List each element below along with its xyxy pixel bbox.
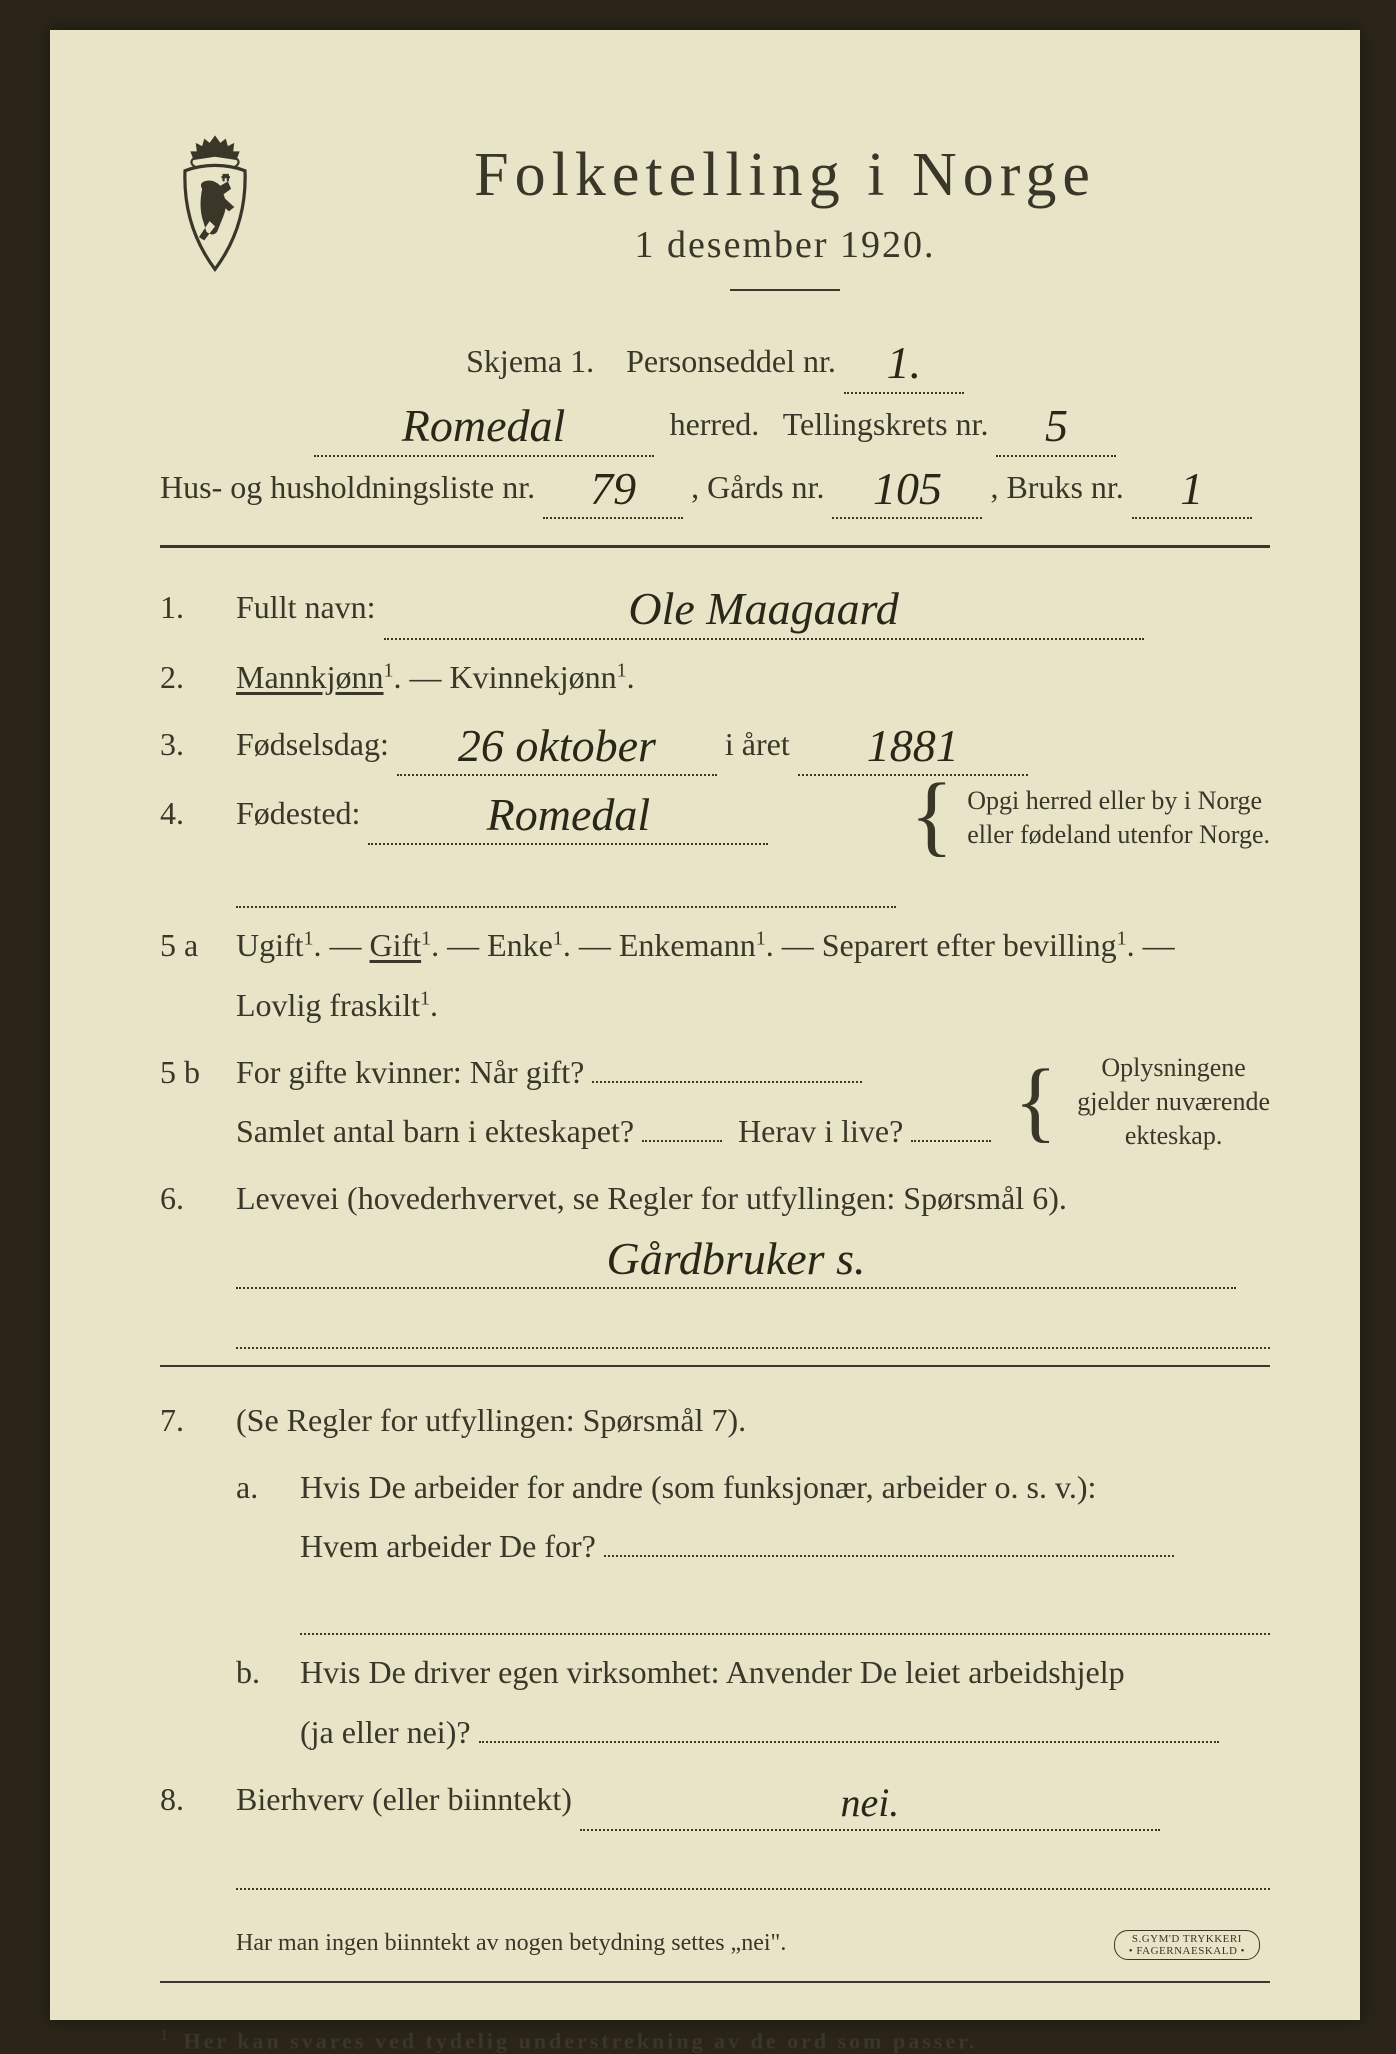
footnote-text: Her kan svares ved tydelig understreknin… xyxy=(184,2028,978,2053)
q8-num: 8. xyxy=(160,1781,212,1818)
title-divider xyxy=(730,289,840,291)
title-block: Folketelling i Norge 1 desember 1920. xyxy=(300,130,1270,321)
hus-label: Hus- og husholdningsliste nr. xyxy=(160,469,535,505)
section-divider-2 xyxy=(160,1981,1270,1983)
q8-label: Bierhverv (eller biinntekt) xyxy=(236,1781,572,1817)
q7b-num: b. xyxy=(236,1654,276,1691)
section-divider-1 xyxy=(160,1365,1270,1367)
q5a-enkemann: Enkemann xyxy=(619,927,756,963)
gards-nr: 105 xyxy=(873,466,942,512)
question-7a: a. Hvis De arbeider for andre (som funks… xyxy=(236,1458,1270,1636)
printer-stamp: S.GYM'D TRYKKERI • FAGERNAESKALD • xyxy=(1114,1930,1260,1960)
q2-num: 2. xyxy=(160,659,212,696)
q6-label: Levevei (hovederhvervet, se Regler for u… xyxy=(236,1180,1067,1216)
q7a-num: a. xyxy=(236,1469,276,1506)
q3-num: 3. xyxy=(160,726,212,763)
question-1: 1. Fullt navn: Ole Maagaard xyxy=(160,578,1270,639)
q3-year-label: i året xyxy=(725,726,790,762)
q5b-note: Oplysningene gjelder nuværende ekteskap. xyxy=(1077,1051,1270,1152)
herred-label: herred. xyxy=(670,406,760,442)
q6-num: 6. xyxy=(160,1180,212,1217)
main-title: Folketelling i Norge xyxy=(300,140,1270,211)
q7b-line2: (ja eller nei)? xyxy=(300,1714,471,1750)
q3-label: Fødselsdag: xyxy=(236,726,389,762)
q7b-line1: Hvis De driver egen virksomhet: Anvender… xyxy=(300,1654,1125,1690)
q1-label: Fullt navn: xyxy=(236,589,376,625)
q5a-enke: Enke xyxy=(487,927,553,963)
q3-day: 26 oktober xyxy=(458,723,656,769)
header: Folketelling i Norge 1 desember 1920. xyxy=(160,130,1270,321)
question-5b: 5 b For gifte kvinner: Når gift? Samlet … xyxy=(160,1043,1270,1161)
herred-name: Romedal xyxy=(402,403,566,449)
q7-intro: (Se Regler for utfyllingen: Spørsmål 7). xyxy=(236,1402,746,1438)
question-8: 8. Bierhverv (eller biinntekt) nei. xyxy=(160,1770,1270,1890)
tellingskrets-nr: 5 xyxy=(1045,403,1068,449)
q5a-ugift: Ugift xyxy=(236,927,304,963)
q2-mann: Mannkjønn xyxy=(236,659,384,695)
brace-icon: { xyxy=(1014,1070,1057,1133)
question-3: 3. Fødselsdag: 26 oktober i året 1881 xyxy=(160,715,1270,776)
q7-num: 7. xyxy=(160,1402,212,1439)
q5a-num: 5 a xyxy=(160,927,212,964)
census-date: 1 desember 1920. xyxy=(300,223,1270,267)
question-7: 7. (Se Regler for utfyllingen: Spørsmål … xyxy=(160,1391,1270,1450)
meta-line-3: Hus- og husholdningsliste nr. 79 , Gårds… xyxy=(160,457,1270,520)
meta-line-1: Skjema 1. Personseddel nr. 1. xyxy=(160,331,1270,394)
question-5a: 5 a Ugift1. — Gift1. — Enke1. — Enkemann… xyxy=(160,916,1270,1034)
question-2: 2. Mannkjønn1. — Kvinnekjønn1. xyxy=(160,648,1270,707)
tellingskrets-label: Tellingskrets nr. xyxy=(783,406,989,442)
q4-note: Opgi herred eller by i Norge eller fødel… xyxy=(967,784,1270,852)
q4-num: 4. xyxy=(160,795,212,832)
q5b-line2b: Herav i live? xyxy=(738,1113,903,1149)
gards-label: , Gårds nr. xyxy=(691,469,824,505)
schema-label: Skjema 1. xyxy=(466,343,594,379)
q5a-fraskilt: Lovlig fraskilt xyxy=(236,987,420,1023)
q3-year: 1881 xyxy=(867,723,959,769)
q6-value: Gårdbruker s. xyxy=(607,1236,866,1282)
bruks-label: , Bruks nr. xyxy=(990,469,1123,505)
census-form-page: Folketelling i Norge 1 desember 1920. Sk… xyxy=(50,30,1360,2020)
brace-icon: { xyxy=(910,784,953,847)
hus-nr: 79 xyxy=(590,466,636,512)
meta-line-2: Romedal herred. Tellingskrets nr. 5 xyxy=(160,394,1270,457)
personseddel-nr: 1. xyxy=(887,340,922,386)
q4-value: Romedal xyxy=(487,792,651,838)
q4-label: Fødested: xyxy=(236,795,360,831)
question-6: 6. Levevei (hovederhvervet, se Regler fo… xyxy=(160,1169,1270,1349)
q7a-line2: Hvem arbeider De for? xyxy=(300,1528,596,1564)
q5b-num: 5 b xyxy=(160,1054,212,1091)
q5a-separert: Separert efter bevilling xyxy=(822,927,1117,963)
q8-value: nei. xyxy=(840,1783,899,1823)
question-7b: b. Hvis De driver egen virksomhet: Anven… xyxy=(236,1643,1270,1761)
bruks-nr: 1 xyxy=(1180,466,1203,512)
main-divider xyxy=(160,545,1270,548)
q1-num: 1. xyxy=(160,589,212,626)
q2-kvinne: Kvinnekjønn xyxy=(450,659,617,695)
personseddel-label: Personseddel nr. xyxy=(626,343,836,379)
q5b-line1: For gifte kvinner: Når gift? xyxy=(236,1054,584,1090)
q5b-line2a: Samlet antal barn i ekteskapet? xyxy=(236,1113,634,1149)
q7a-line1: Hvis De arbeider for andre (som funksjon… xyxy=(300,1469,1096,1505)
q5a-gift: Gift xyxy=(370,927,422,963)
question-4: 4. Fødested: Romedal { Opgi herred eller… xyxy=(160,784,1270,908)
q1-value: Ole Maagaard xyxy=(628,586,898,632)
coat-of-arms-icon xyxy=(160,130,270,280)
